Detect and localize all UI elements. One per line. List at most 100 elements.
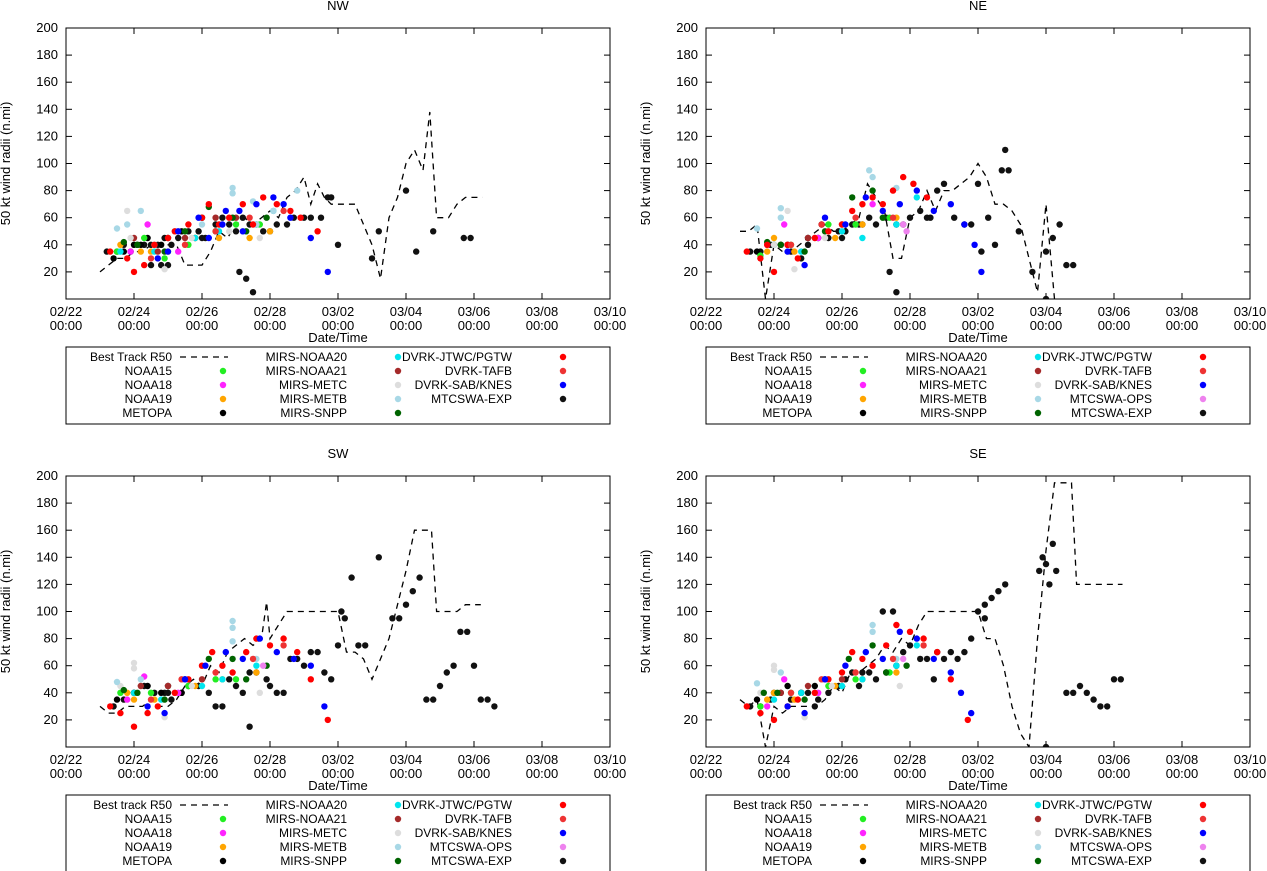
x-tick-label-date: 03/10 (1234, 304, 1267, 319)
point-exp (341, 615, 348, 622)
legend-label-snpp: MIRS-SNPP (280, 406, 347, 420)
legend-label-snpp: MIRS-SNPP (920, 854, 987, 868)
point-exp (246, 723, 253, 730)
point-sab (821, 214, 829, 221)
point-snpp (120, 238, 128, 246)
point-exp (484, 696, 491, 703)
point-exp (872, 676, 880, 683)
legend-swatch-tafb (559, 815, 567, 823)
point-exp (1104, 703, 1111, 710)
point-exp (859, 669, 866, 676)
y-tick-label: 40 (44, 237, 58, 252)
point-exp (872, 221, 880, 228)
legend-swatch-metb (1034, 843, 1042, 851)
point-jtwc (764, 241, 771, 248)
legend-label-jtwc: DVRK-JTWC/PGTW (1042, 798, 1153, 812)
point-jtwc (910, 180, 917, 187)
point-exp (328, 194, 335, 201)
legend-label-noaa15: NOAA15 (765, 812, 813, 826)
point-sab (842, 662, 849, 669)
point-exp (988, 594, 995, 602)
point-exp (460, 234, 467, 242)
x-tick-label-date: 03/02 (322, 752, 355, 767)
point-jtwc (273, 201, 280, 208)
point-jtwc (934, 648, 941, 656)
legend-label-tafb: DVRK-TAFB (1085, 812, 1152, 826)
legend-label-metopa: METOPA (762, 406, 812, 420)
legend-swatch-noaa19 (219, 395, 227, 403)
legend-label-tafb: DVRK-TAFB (1085, 364, 1152, 378)
point-sab (879, 207, 886, 215)
point-jtwc (849, 648, 856, 656)
point-snpp (243, 676, 250, 683)
point-exp (239, 689, 246, 696)
point-noaa20 (859, 676, 866, 683)
point-sab (181, 676, 189, 683)
x-tick-label-date: 02/24 (758, 752, 791, 767)
x-tick-label-time: 00:00 (186, 766, 219, 781)
legend-swatch-noaa18 (219, 381, 227, 389)
point-sab (957, 689, 965, 696)
y-tick-label: 60 (44, 658, 58, 673)
x-tick-label-date: 02/28 (254, 304, 287, 319)
point-exp (243, 275, 250, 282)
legend-swatch-noaa21 (394, 367, 402, 375)
legend-swatch-jtwc (559, 353, 567, 361)
point-jtwc (117, 709, 124, 717)
y-tick-label: 40 (684, 237, 698, 252)
point-noaa19 (246, 234, 253, 242)
x-tick-label-date: 03/06 (458, 304, 491, 319)
point-exp (1002, 581, 1009, 588)
point-sab (287, 214, 294, 221)
y-tick-label: 100 (36, 604, 58, 619)
point-exp (1005, 167, 1012, 174)
point-sab (175, 228, 182, 235)
point-exp (1117, 676, 1125, 683)
point-metc (821, 234, 829, 242)
point-jtwc (249, 221, 257, 228)
point-jtwc (770, 716, 778, 724)
point-tafb (787, 689, 795, 696)
chart-title: NW (327, 0, 349, 13)
point-exp (1056, 221, 1063, 228)
point-exp (205, 689, 212, 696)
point-jtwc (757, 709, 764, 717)
point-sab (930, 655, 937, 663)
x-tick-label-date: 03/10 (1234, 752, 1267, 767)
x-tick-label-date: 02/26 (826, 752, 859, 767)
point-exp (477, 696, 484, 703)
data-layer (99, 529, 498, 730)
point-metb (869, 621, 876, 629)
point-exp (375, 228, 382, 235)
point-exp (998, 167, 1005, 174)
point-jtwc (794, 696, 801, 703)
point-sab (862, 194, 869, 201)
x-tick-label-time: 00:00 (826, 766, 859, 781)
point-exp (273, 689, 280, 696)
point-exp (838, 234, 846, 242)
x-tick-label-date: 02/28 (254, 752, 287, 767)
legend-label-ops: MTCSWA-OPS (1070, 392, 1152, 406)
point-metb (198, 221, 206, 228)
point-noaa20 (913, 642, 920, 649)
point-snpp (849, 194, 856, 201)
point-tafb (147, 696, 155, 703)
y-tick-label: 20 (684, 712, 698, 727)
point-metopa (158, 241, 165, 248)
legend-label-metb: MIRS-METB (920, 840, 987, 854)
point-noaa15 (757, 703, 764, 710)
x-tick-label-date: 03/06 (458, 752, 491, 767)
point-noaa15 (232, 676, 240, 683)
point-metopa (110, 255, 117, 262)
point-noaa21 (804, 682, 812, 690)
point-exp (283, 221, 291, 228)
point-exp (232, 228, 240, 235)
point-metopa (144, 682, 151, 690)
y-tick-label: 80 (684, 183, 698, 198)
point-metc (127, 234, 134, 242)
point-jtwc (144, 709, 151, 717)
legend-swatch-noaa19 (859, 395, 867, 403)
point-noaa21 (804, 234, 812, 242)
legend-label-noaa20: MIRS-NOAA20 (906, 350, 988, 364)
point-sab (896, 201, 903, 208)
